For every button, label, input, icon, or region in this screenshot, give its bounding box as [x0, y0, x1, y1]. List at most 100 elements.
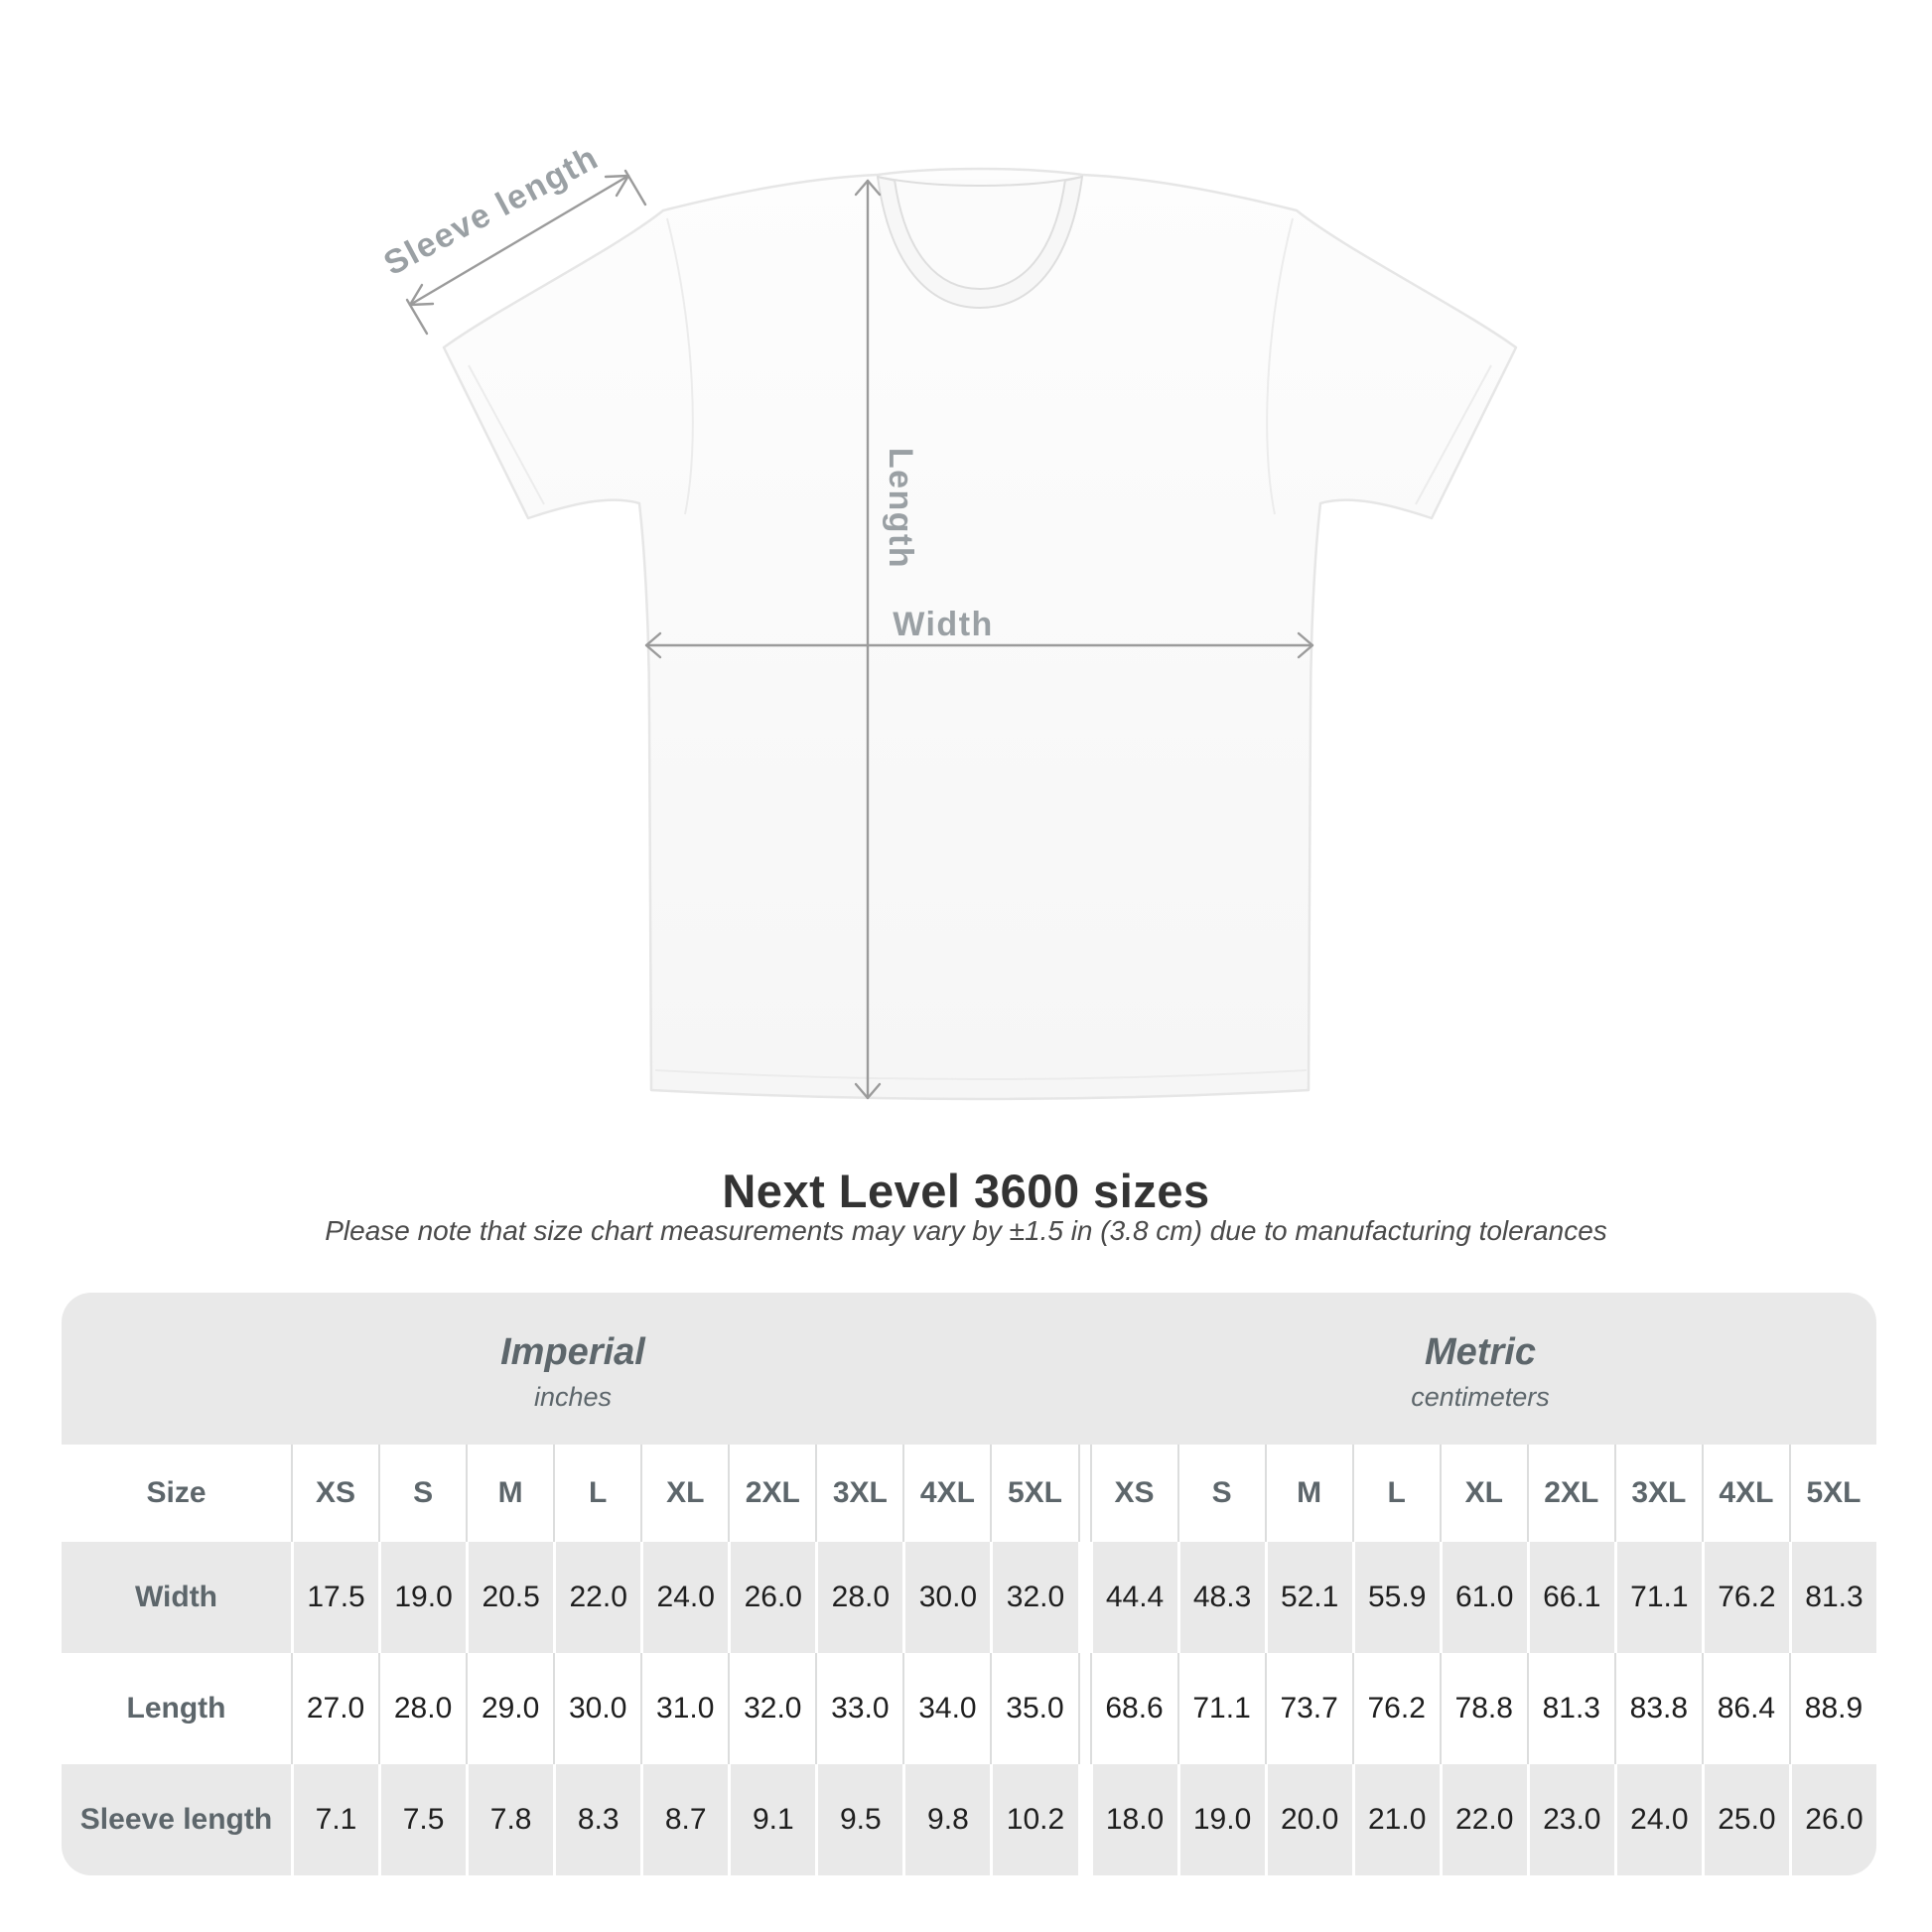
table-cell: 19.0 — [1176, 1764, 1265, 1875]
table-cell: 25.0 — [1701, 1764, 1789, 1875]
table-cell: 30.0 — [553, 1653, 640, 1764]
metric-size-header: XL — [1439, 1445, 1527, 1542]
table-cell: 19.0 — [378, 1542, 467, 1653]
table-cell: 81.3 — [1788, 1542, 1876, 1653]
table-cell: 44.4 — [1089, 1542, 1177, 1653]
table-cell: 30.0 — [902, 1542, 991, 1653]
section-gap — [1077, 1653, 1090, 1764]
table-cell: 8.3 — [553, 1764, 641, 1875]
unit-header-imperial: Imperial inches — [62, 1293, 1084, 1445]
tshirt-diagram: Sleeve length Length Width — [378, 138, 1518, 1101]
length-arrow — [854, 179, 882, 1100]
imperial-size-header: XL — [640, 1445, 728, 1542]
table-cell: 28.0 — [815, 1542, 903, 1653]
metric-unit: centimeters — [1411, 1381, 1550, 1412]
sleeve-length-arrow — [405, 169, 647, 336]
table-cell: 22.0 — [1439, 1764, 1527, 1875]
table-cell: 24.0 — [640, 1542, 729, 1653]
table-cell: 68.6 — [1089, 1653, 1177, 1764]
metric-size-header: 2XL — [1526, 1445, 1614, 1542]
row-label: Length — [126, 1692, 226, 1725]
metric-title: Metric — [1425, 1330, 1536, 1373]
table-cell: 23.0 — [1526, 1764, 1614, 1875]
metric-size-header: M — [1264, 1445, 1352, 1542]
table-cell: 81.3 — [1526, 1653, 1614, 1764]
imperial-size-header: L — [553, 1445, 640, 1542]
length-label: Length — [882, 448, 919, 569]
metric-size-header: XS — [1089, 1445, 1177, 1542]
table-cell: 29.0 — [466, 1653, 553, 1764]
size-table: Imperial inches Metric centimeters Size … — [62, 1293, 1876, 1875]
table-cell: 17.5 — [291, 1542, 379, 1653]
table-cell: 9.5 — [815, 1764, 903, 1875]
table-cell: 7.5 — [378, 1764, 467, 1875]
size-column-header: Size — [146, 1476, 207, 1509]
table-cell: 52.1 — [1264, 1542, 1352, 1653]
row-label: Width — [62, 1542, 291, 1653]
row-label: Sleeve length — [62, 1764, 291, 1875]
table-cell: 24.0 — [1613, 1764, 1702, 1875]
metric-size-header: 3XL — [1613, 1445, 1702, 1542]
section-gap — [1077, 1445, 1090, 1542]
metric-size-header: L — [1351, 1445, 1440, 1542]
imperial-size-header: 5XL — [990, 1445, 1077, 1542]
table-cell: 33.0 — [815, 1653, 902, 1764]
width-label: Width — [893, 606, 994, 643]
table-cell: 7.8 — [466, 1764, 554, 1875]
sleeve-length-row: Sleeve length 7.1 7.5 7.8 8.3 8.7 9.1 9.… — [62, 1764, 1876, 1875]
imperial-size-header: 2XL — [728, 1445, 815, 1542]
section-gap — [1077, 1764, 1090, 1875]
page-subtitle: Please note that size chart measurements… — [325, 1215, 1607, 1246]
width-arrow — [644, 631, 1314, 659]
imperial-size-header: 3XL — [815, 1445, 902, 1542]
imperial-size-header: 4XL — [902, 1445, 990, 1542]
table-cell: 26.0 — [1788, 1764, 1876, 1875]
table-cell: 32.0 — [728, 1653, 815, 1764]
tshirt-silhouette — [442, 167, 1518, 1101]
table-cell: 7.1 — [291, 1764, 379, 1875]
section-gap — [1077, 1542, 1090, 1653]
imperial-size-header: S — [378, 1445, 466, 1542]
table-cell: 66.1 — [1526, 1542, 1614, 1653]
table-cell: 8.7 — [640, 1764, 729, 1875]
table-cell: 34.0 — [902, 1653, 990, 1764]
table-cell: 73.7 — [1264, 1653, 1352, 1764]
width-row: Width 17.5 19.0 20.5 22.0 24.0 26.0 28.0… — [62, 1542, 1876, 1653]
imperial-unit: inches — [533, 1381, 613, 1412]
size-header-row: Size XS S M L XL 2XL 3XL 4XL 5XL XS S M … — [62, 1445, 1876, 1542]
table-cell: 86.4 — [1701, 1653, 1789, 1764]
table-cell: 27.0 — [291, 1653, 378, 1764]
table-cell: 71.1 — [1613, 1542, 1702, 1653]
table-cell: 61.0 — [1439, 1542, 1527, 1653]
table-cell: 78.8 — [1439, 1653, 1527, 1764]
unit-header-metric: Metric centimeters — [1084, 1293, 1876, 1445]
table-cell: 88.9 — [1788, 1653, 1876, 1764]
table-cell: 20.5 — [466, 1542, 554, 1653]
imperial-size-header: XS — [291, 1445, 378, 1542]
table-cell: 10.2 — [990, 1764, 1078, 1875]
table-cell: 31.0 — [640, 1653, 728, 1764]
table-cell: 32.0 — [990, 1542, 1078, 1653]
table-cell: 76.2 — [1701, 1542, 1789, 1653]
table-cell: 76.2 — [1351, 1653, 1440, 1764]
table-cell: 28.0 — [378, 1653, 466, 1764]
table-cell: 48.3 — [1176, 1542, 1265, 1653]
table-cell: 22.0 — [553, 1542, 641, 1653]
table-cell: 71.1 — [1176, 1653, 1265, 1764]
imperial-title: Imperial — [500, 1330, 645, 1373]
table-cell: 83.8 — [1613, 1653, 1702, 1764]
table-cell: 9.8 — [902, 1764, 991, 1875]
table-cell: 18.0 — [1089, 1764, 1177, 1875]
metric-size-header: 4XL — [1701, 1445, 1789, 1542]
page-title: Next Level 3600 sizes — [722, 1165, 1210, 1217]
table-cell: 55.9 — [1351, 1542, 1440, 1653]
metric-size-header: 5XL — [1788, 1445, 1876, 1542]
imperial-size-header: M — [466, 1445, 553, 1542]
table-cell: 26.0 — [728, 1542, 816, 1653]
length-row: Length 27.0 28.0 29.0 30.0 31.0 32.0 33.… — [62, 1653, 1876, 1764]
dimension-lines — [405, 169, 1314, 1100]
table-cell: 35.0 — [990, 1653, 1077, 1764]
metric-size-header: S — [1176, 1445, 1265, 1542]
unit-band: Imperial inches Metric centimeters — [62, 1293, 1876, 1445]
